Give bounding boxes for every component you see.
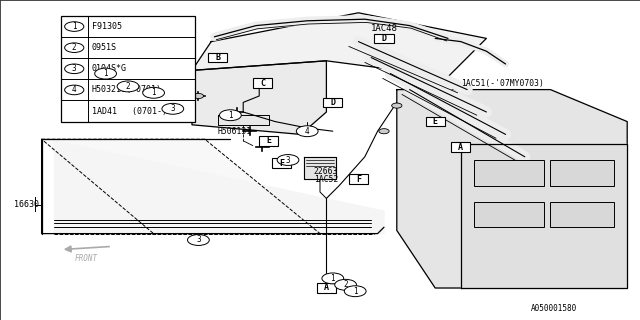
Text: 2: 2 <box>72 43 77 52</box>
Text: 1: 1 <box>103 69 108 78</box>
Text: F: F <box>356 175 361 184</box>
Text: A: A <box>458 143 463 152</box>
Bar <box>474 160 544 186</box>
Text: 2: 2 <box>343 280 348 289</box>
Circle shape <box>102 70 113 76</box>
Text: 1: 1 <box>228 111 233 120</box>
Text: E: E <box>266 136 271 145</box>
Bar <box>208 53 227 62</box>
Bar <box>253 78 272 88</box>
Text: FRONT: FRONT <box>75 254 98 263</box>
Polygon shape <box>218 115 269 125</box>
Circle shape <box>392 103 402 108</box>
Text: 3: 3 <box>170 104 175 113</box>
Circle shape <box>344 286 366 297</box>
Bar <box>426 117 445 126</box>
Circle shape <box>164 80 175 85</box>
Text: 1: 1 <box>151 88 156 97</box>
Circle shape <box>277 155 299 165</box>
Bar <box>323 98 342 107</box>
Bar <box>61 16 195 122</box>
Polygon shape <box>192 13 486 77</box>
Circle shape <box>322 273 344 284</box>
Text: 3: 3 <box>72 64 77 73</box>
Circle shape <box>162 103 184 114</box>
Text: 16630: 16630 <box>14 200 39 209</box>
Text: D: D <box>330 98 335 107</box>
Bar <box>349 174 368 184</box>
Text: C: C <box>260 79 265 88</box>
Text: B: B <box>215 53 220 62</box>
Text: D: D <box>381 34 387 43</box>
Circle shape <box>65 64 84 74</box>
Bar <box>474 202 544 227</box>
Text: 22663: 22663 <box>314 167 338 176</box>
Text: 1: 1 <box>72 22 77 31</box>
Bar <box>317 283 336 293</box>
Circle shape <box>379 129 389 134</box>
Text: 0104S*G: 0104S*G <box>92 64 127 73</box>
Circle shape <box>188 235 209 245</box>
Circle shape <box>335 279 356 290</box>
Text: 1AC51(-'07MY0703): 1AC51(-'07MY0703) <box>461 79 543 88</box>
Circle shape <box>95 68 116 79</box>
Circle shape <box>220 110 241 121</box>
Polygon shape <box>54 141 384 234</box>
Text: 4: 4 <box>72 85 77 94</box>
Text: 3: 3 <box>196 236 201 244</box>
Bar <box>550 160 614 186</box>
Bar <box>272 158 291 168</box>
Text: 0951S: 0951S <box>92 43 116 52</box>
Text: 3: 3 <box>285 156 291 164</box>
Polygon shape <box>42 139 320 234</box>
Polygon shape <box>304 157 336 179</box>
Text: F91305: F91305 <box>92 22 122 31</box>
Text: F: F <box>279 159 284 168</box>
Circle shape <box>296 126 318 137</box>
Text: A050001580: A050001580 <box>531 304 577 313</box>
Bar <box>374 34 394 43</box>
Circle shape <box>193 93 204 99</box>
Circle shape <box>117 81 139 92</box>
Bar <box>259 136 278 146</box>
Text: 1AC52: 1AC52 <box>314 175 338 184</box>
Text: 1AD41   (0701-): 1AD41 (0701-) <box>92 107 166 116</box>
Text: 1: 1 <box>353 287 358 296</box>
Circle shape <box>143 87 164 98</box>
Text: E: E <box>433 117 438 126</box>
Text: 4: 4 <box>305 127 310 136</box>
Text: H506131: H506131 <box>218 127 252 136</box>
Text: 1AC48: 1AC48 <box>371 24 398 33</box>
Circle shape <box>65 85 84 95</box>
Text: 2: 2 <box>125 82 131 91</box>
Circle shape <box>65 22 84 31</box>
Polygon shape <box>461 144 627 288</box>
Bar <box>550 202 614 227</box>
Polygon shape <box>192 61 326 134</box>
Text: A: A <box>324 284 329 292</box>
Circle shape <box>65 43 84 52</box>
Text: 1: 1 <box>330 274 335 283</box>
Polygon shape <box>397 90 627 288</box>
Text: H503211(-0701): H503211(-0701) <box>92 85 161 94</box>
Bar <box>451 142 470 152</box>
